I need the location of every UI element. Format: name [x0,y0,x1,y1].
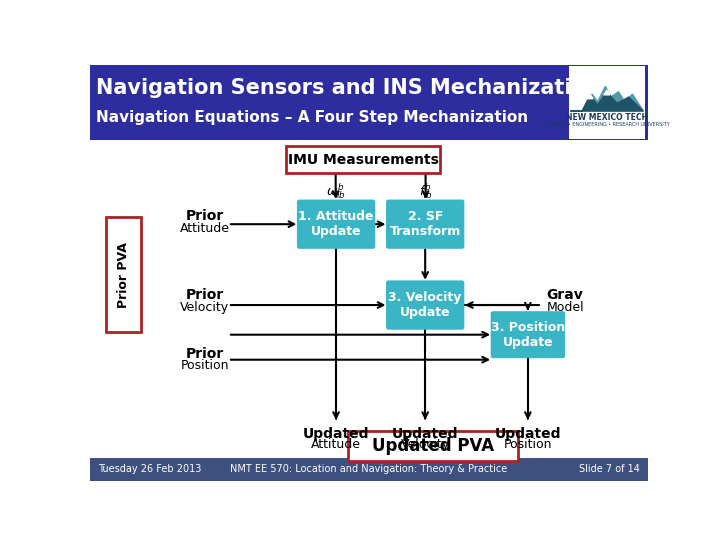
Polygon shape [570,86,644,111]
Text: Attitude: Attitude [180,221,230,234]
Text: 1. Attitude
Update: 1. Attitude Update [298,210,374,238]
Polygon shape [570,92,644,111]
Text: Position: Position [503,438,552,451]
Text: Grav: Grav [546,288,583,302]
FancyBboxPatch shape [297,200,375,249]
Polygon shape [587,94,593,99]
Bar [90,65,648,140]
Text: Attitude: Attitude [311,438,361,451]
Text: IMU Measurements: IMU Measurements [288,152,438,166]
Text: Position: Position [181,360,229,373]
Text: Velocity: Velocity [180,301,229,314]
Text: Slide 7 of 14: Slide 7 of 14 [580,464,640,474]
Text: Prior: Prior [186,288,224,302]
FancyBboxPatch shape [106,217,141,332]
Text: Navigation Equations – A Four Step Mechanization: Navigation Equations – A Four Step Mecha… [96,110,528,125]
FancyBboxPatch shape [286,146,441,173]
Text: Updated: Updated [392,427,459,441]
Text: Tuesday 26 Feb 2013: Tuesday 26 Feb 2013 [98,464,201,474]
Text: Prior: Prior [186,209,224,222]
FancyBboxPatch shape [490,311,565,358]
FancyBboxPatch shape [386,280,464,330]
Text: Updated: Updated [495,427,561,441]
Text: SCIENCE • ENGINEERING • RESEARCH UNIVERSITY: SCIENCE • ENGINEERING • RESEARCH UNIVERS… [544,122,670,126]
Text: Prior: Prior [186,347,224,361]
FancyBboxPatch shape [348,431,518,461]
Text: 3. Position
Update: 3. Position Update [491,321,565,349]
Text: $f_{ib}^{b}$: $f_{ib}^{b}$ [418,182,433,201]
Text: Updated: Updated [303,427,369,441]
Polygon shape [604,90,610,95]
Text: Updated PVA: Updated PVA [372,437,494,455]
Text: Prior PVA: Prior PVA [117,242,130,308]
Text: 2. SF
Transform: 2. SF Transform [390,210,461,238]
Text: Navigation Sensors and INS Mechanization: Navigation Sensors and INS Mechanization [96,78,601,98]
Bar [569,66,645,139]
Text: NMT EE 570: Location and Navigation: Theory & Practice: NMT EE 570: Location and Navigation: The… [230,464,508,474]
Text: Velocity: Velocity [400,438,450,451]
Text: Model: Model [546,301,584,314]
Text: 3. Velocity
Update: 3. Velocity Update [389,291,462,319]
FancyBboxPatch shape [386,200,464,249]
Text: $\omega_{ib}^{b}$: $\omega_{ib}^{b}$ [325,182,346,201]
Text: NEW MEXICO TECH: NEW MEXICO TECH [566,113,648,122]
Bar [90,457,648,481]
